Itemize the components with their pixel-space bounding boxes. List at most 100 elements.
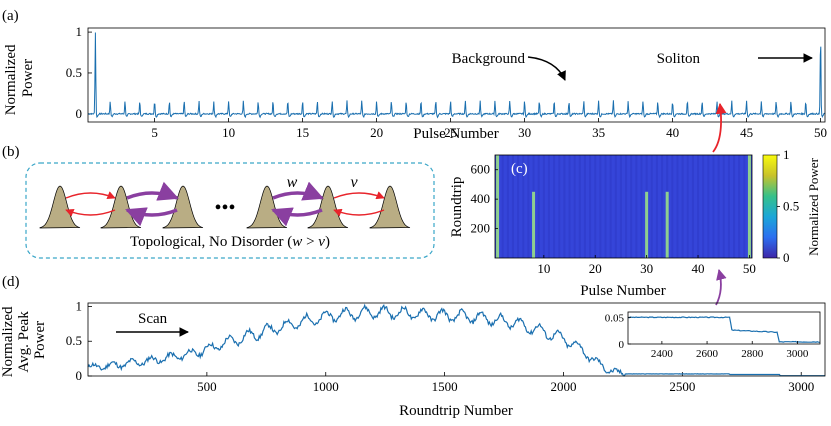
panel-c-ytick-label: 200: [471, 221, 491, 236]
panel-d-axes-frame: [87, 302, 826, 377]
heatmap-pulse-column: [630, 155, 633, 258]
heatmap-pulse-column: [640, 155, 643, 258]
panel-d-xtick-label: 2500: [669, 379, 695, 394]
heatmap-pulse-column: [635, 155, 638, 258]
panel-d-ylabel-line3: Power: [32, 321, 48, 359]
heatmap-pulse-column: [697, 155, 700, 258]
heatmap-soliton-trace: [532, 191, 536, 258]
heatmap-pulse-column: [655, 155, 658, 258]
heatmap-pulse-column: [691, 155, 694, 258]
heatmap-pulse-column: [650, 155, 653, 258]
heatmap-pulse-column: [738, 155, 741, 258]
inset-ytick-label: 0: [619, 339, 625, 351]
heatmap-pulse-column: [727, 155, 730, 258]
red-link-arrow: [712, 102, 727, 153]
inset-xtick-label: 2400: [651, 348, 674, 360]
heatmap-pulse-column: [599, 155, 602, 258]
panel-c-xtick-label: 50: [743, 261, 756, 276]
inset-ytick-label: 0.05: [605, 312, 625, 324]
panel-b-caption-lead: Topological, No Disorder (: [130, 234, 292, 250]
panel-d-ytick-label: 0.5: [66, 333, 82, 348]
heatmap-pulse-column: [589, 155, 592, 258]
heatmap-pulse-column: [594, 155, 597, 258]
heatmap-pulse-column: [619, 155, 622, 258]
panel-d-ylabel: Normalized Avg. Peak Power: [0, 303, 48, 378]
colorbar-tick-label: 0.5: [783, 199, 799, 214]
coupling-v-label: v: [350, 174, 358, 191]
panel-c-xlabel: Pulse Number: [580, 283, 665, 299]
heatmap-pulse-column: [614, 155, 617, 258]
heatmap-pulse-column: [661, 155, 664, 258]
panel-d-ytick-label: 1: [76, 298, 83, 313]
panel-d-chart: Normalized Avg. Peak Power Roundtrip Num…: [0, 298, 826, 419]
heatmap-soliton-trace: [645, 191, 649, 258]
panel-d-xtick-label: 2000: [550, 379, 576, 394]
heatmap-pulse-column: [537, 155, 540, 258]
panel-a-ylabel-line2: Power: [20, 59, 36, 97]
strong-coupling-arrow-backward: [125, 207, 178, 227]
heatmap-pulse-column: [733, 155, 736, 258]
heatmap-pulse-column: [553, 155, 556, 258]
heatmap-pulse-column: [722, 155, 725, 258]
panel-c-xtick-label: 30: [640, 261, 653, 276]
coupling-w-label: w: [287, 174, 298, 191]
inset-xtick-label: 2600: [696, 348, 719, 360]
panel-d-xtick-label: 1500: [432, 379, 458, 394]
heatmap-pulse-column: [542, 155, 545, 258]
panel-c-xtick-label: 40: [692, 261, 705, 276]
heatmap-pulse-column: [573, 155, 576, 258]
heatmap-pulse-column: [547, 155, 550, 258]
heatmap-pulse-column: [563, 155, 566, 258]
panel-a-chart: Normalized Power Pulse Number 5 10 15 20 25 3…: [3, 24, 827, 142]
panel-a-ytick-label: 1: [76, 24, 83, 39]
site-mode-gaussian: [246, 185, 288, 229]
panel-c-axes-frame: [494, 154, 753, 259]
heatmap-pulse-column: [583, 155, 586, 258]
panel-a-xtick-label: 40: [666, 125, 679, 140]
scan-annotation: Scan: [138, 311, 168, 327]
site-mode-gaussian: [369, 185, 411, 229]
soliton-annotation: Soliton: [657, 51, 701, 67]
panel-b-caption-w: w: [292, 234, 302, 250]
panel-a-xtick-label: 35: [592, 125, 605, 140]
colorbar-tick-label: 1: [783, 147, 790, 162]
heatmap-pulse-column: [625, 155, 628, 258]
panel-a-xtick-label: 30: [518, 125, 531, 140]
heatmap-pulse-column: [717, 155, 720, 258]
panel-d-xtick-label: 500: [197, 379, 217, 394]
panel-a-xlabel: Pulse Number: [413, 126, 498, 142]
panel-a-ylabel-line1: Normalized: [3, 44, 19, 115]
inset-axes-frame: [627, 311, 821, 345]
panel-b-box: [25, 162, 435, 259]
site-mode-gaussian: [307, 185, 349, 229]
panel-a-axes-frame: [87, 27, 826, 123]
panel-d-peak-power-trace: [87, 303, 825, 377]
panel-c-xtick-label: 20: [589, 261, 602, 276]
heatmap-pulse-column: [522, 155, 525, 258]
panel-a-power-trace: [88, 32, 826, 119]
site-mode-gaussian: [162, 185, 204, 229]
ellipsis: •••: [214, 197, 235, 219]
background-annotation: Background: [452, 51, 526, 67]
heatmap-pulse-column: [686, 155, 689, 258]
panel-d-ylabel-line1: Normalized: [0, 306, 16, 377]
panel-a-xtick-label: 20: [370, 125, 383, 140]
panel-b-caption-tail: ): [325, 234, 330, 250]
heatmap-pulse-column: [506, 155, 509, 258]
panel-label-c: (c): [511, 161, 528, 177]
panel-label-a: (a): [2, 8, 19, 24]
inset-trace: [627, 316, 821, 343]
panel-a-xtick-label: 10: [222, 125, 235, 140]
panel-b-caption-gt: >: [302, 234, 318, 250]
strong-coupling-arrow-forward: [126, 181, 179, 201]
panel-d-xlabel: Roundtrip Number: [399, 403, 513, 419]
site-mode-gaussian: [100, 185, 142, 229]
colorbar: [762, 154, 778, 259]
colorbar-tick-label: 0: [783, 250, 790, 265]
heatmap-pulse-column: [568, 155, 571, 258]
colorbar-label: Normalized Power: [806, 157, 821, 256]
heatmap-pulse-column: [604, 155, 607, 258]
heatmap-pulse-column: [501, 155, 504, 258]
